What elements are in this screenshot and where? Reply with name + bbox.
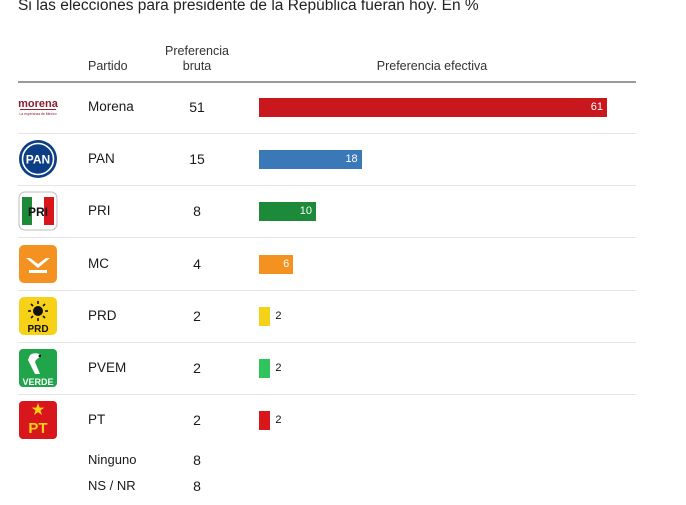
party-name: PAN xyxy=(88,151,115,166)
bar-value-label: 2 xyxy=(275,310,282,322)
preferencia-bruta-value: 4 xyxy=(193,256,201,272)
party-logo: PT xyxy=(18,400,58,440)
bar-value-label: 61 xyxy=(590,101,603,113)
preferencia-bruta-value: 2 xyxy=(193,308,201,324)
bar-value-label: 6 xyxy=(283,258,290,270)
party-name: NS / NR xyxy=(88,478,136,493)
bar-preferencia-efectiva xyxy=(259,411,271,430)
party-name: MC xyxy=(88,256,109,271)
party-logo: VERDE xyxy=(18,348,58,388)
preferencia-bruta-value: 51 xyxy=(189,99,205,115)
party-row-pan: PAN PAN 15 18 xyxy=(18,133,636,186)
pvem-logo-text: VERDE xyxy=(22,377,53,387)
pt-logo-text: PT xyxy=(28,420,47,437)
party-logo: morena La esperanza de México xyxy=(18,87,59,127)
column-header-preferencia-efectiva: Preferencia efectiva xyxy=(376,59,488,73)
morena-logo: morena La esperanza de México xyxy=(18,98,59,116)
bar-value-label: 2 xyxy=(275,414,282,426)
bar-value-label: 10 xyxy=(299,205,313,217)
bar-value-label: 18 xyxy=(345,153,358,165)
column-header-partido: Partido xyxy=(88,59,128,73)
party-logo: PRD xyxy=(18,296,58,336)
party-name: Morena xyxy=(88,99,134,114)
bar-preferencia-efectiva xyxy=(259,98,607,117)
party-row-mc: MC 4 6 xyxy=(18,238,636,291)
party-row-morena: morena La esperanza de México Morena 51 61 xyxy=(18,81,636,134)
pvem-logo: VERDE xyxy=(19,349,57,387)
party-name: PRI xyxy=(88,203,111,218)
morena-logo-subtext: La esperanza de México xyxy=(20,112,57,116)
party-row-pt: PT PT 2 2 xyxy=(18,394,636,446)
party-name: PRD xyxy=(88,308,117,323)
pan-logo-text: PAN xyxy=(26,153,50,167)
bar-preferencia-efectiva xyxy=(259,150,362,169)
preferencia-bruta-value: 8 xyxy=(193,478,201,494)
pri-logo-text: PRI xyxy=(28,205,48,219)
bar-preferencia-efectiva xyxy=(259,255,294,274)
party-name: PVEM xyxy=(88,360,127,375)
preferencia-bruta-value: 2 xyxy=(193,360,201,376)
bar-value-label: 2 xyxy=(275,362,282,374)
preferencia-bruta-value: 15 xyxy=(189,151,205,167)
party-logo: PAN xyxy=(18,139,58,179)
party-name: Ninguno xyxy=(88,452,137,467)
pri-logo: PRI xyxy=(18,191,58,231)
party-logo: PRI xyxy=(18,191,58,231)
pan-logo: PAN xyxy=(19,140,57,178)
bar-preferencia-efectiva xyxy=(259,307,271,326)
column-header-preferencia-bruta: Preferencia bruta xyxy=(165,44,229,73)
bar-preferencia-efectiva xyxy=(259,202,316,221)
pt-logo: PT xyxy=(19,401,57,439)
party-row-prd: PRD PRD 2 2 xyxy=(18,290,636,343)
prd-logo: PRD xyxy=(19,297,57,335)
prd-logo-text: PRD xyxy=(27,324,48,335)
mc-logo xyxy=(19,245,57,283)
party-row-ns-nr: NS / NR 8 xyxy=(18,474,636,498)
bar-preferencia-efectiva xyxy=(259,359,271,378)
preferencia-bruta-value: 2 xyxy=(193,412,201,428)
morena-logo-text: morena xyxy=(18,98,58,110)
party-row-pri: PRI PRI 8 10 xyxy=(18,185,636,238)
chart-title: Si las elecciones para presidente de la … xyxy=(18,0,479,14)
preferencia-bruta-value: 8 xyxy=(193,203,201,219)
party-row-ninguno: Ninguno 8 xyxy=(18,448,636,472)
party-logo xyxy=(18,244,58,284)
party-row-pvem: VERDE PVEM 2 2 xyxy=(18,342,636,395)
party-name: PT xyxy=(88,412,106,427)
preferencia-bruta-value: 8 xyxy=(193,452,201,468)
header-divider xyxy=(18,81,636,83)
